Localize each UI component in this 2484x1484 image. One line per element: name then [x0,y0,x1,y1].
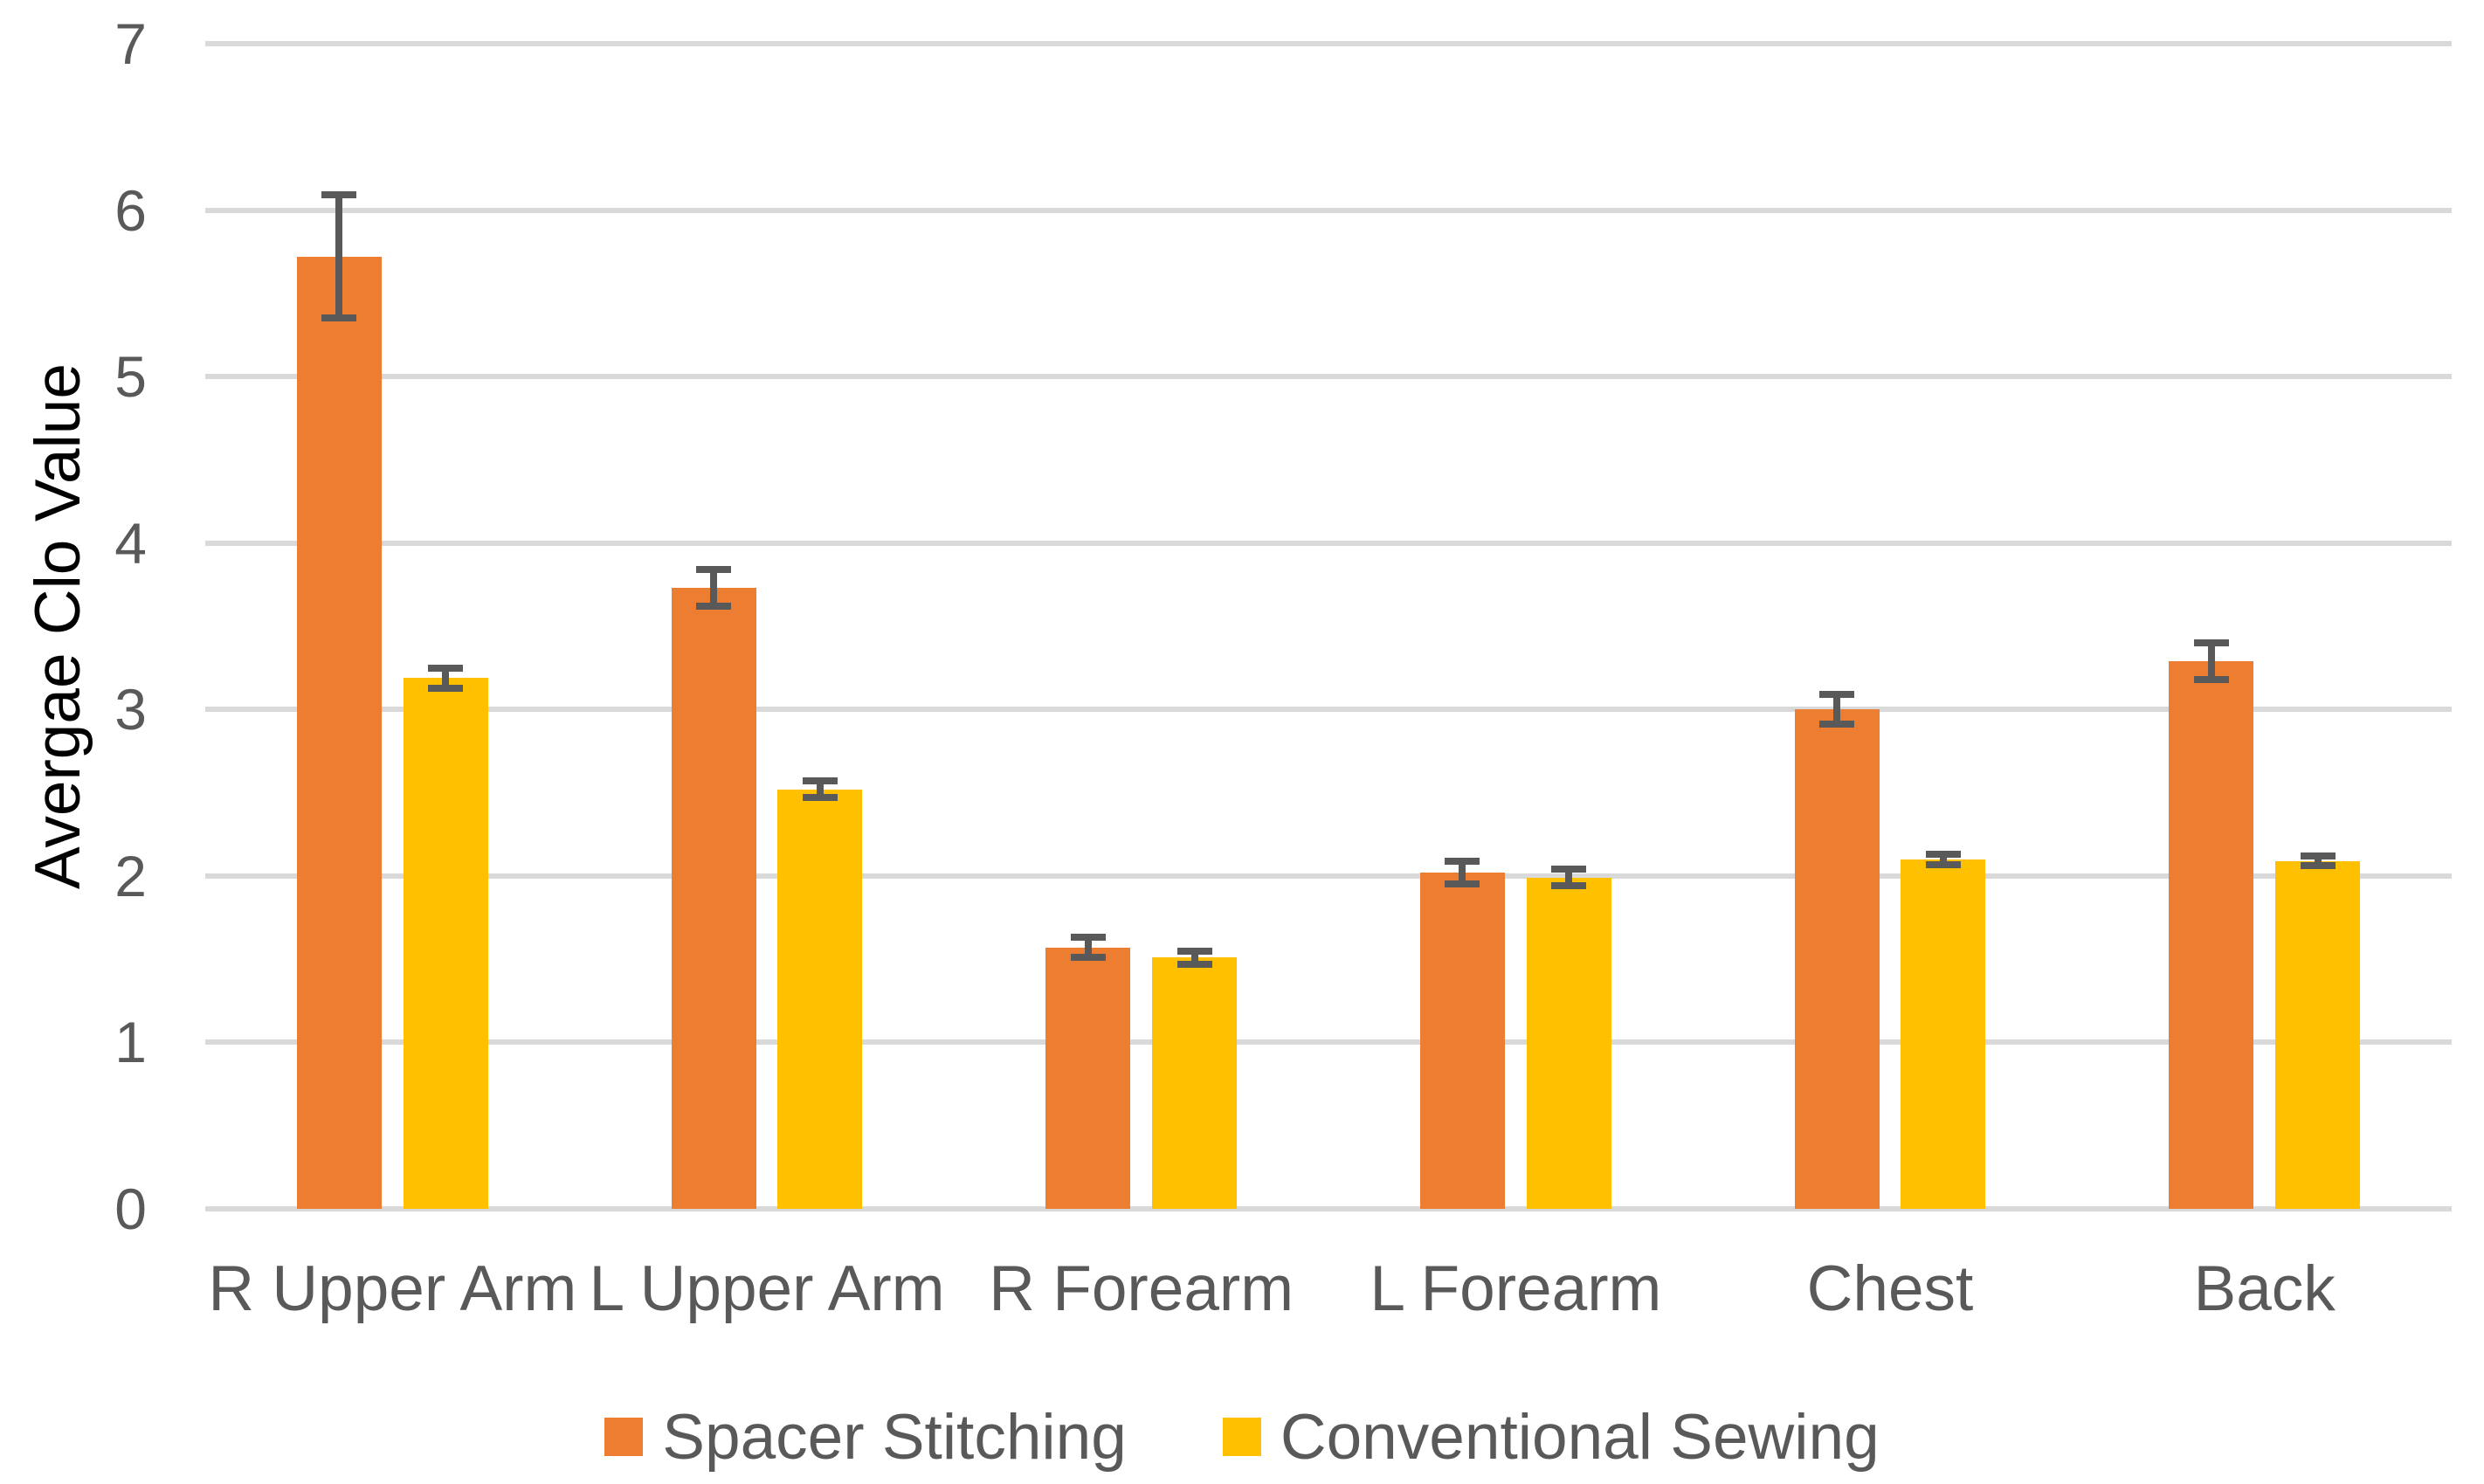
y-tick-label: 6 [114,177,147,243]
bar-spacer-stitching-l-upper-arm [671,588,756,1209]
legend-label: Conventional Sewing [1280,1401,1880,1473]
legend-swatch-icon [1222,1418,1261,1456]
error-bar [2314,855,2322,866]
error-bar-cap [1070,954,1106,962]
bar-spacer-stitching-chest [1794,709,1880,1209]
error-bar-cap [802,777,838,785]
error-bar [335,195,343,319]
error-bar [816,781,824,798]
error-bar-cap [1551,882,1587,890]
y-tick-label: 1 [114,1010,147,1075]
bar-conventional-sewing-r-forearm [1152,957,1238,1209]
x-axis-label: Chest [1806,1253,1974,1324]
bar-conventional-sewing-l-forearm [1526,877,1611,1209]
legend-item-spacer-stitching: Spacer Stitching [604,1401,1127,1474]
legend: Spacer Stitching Conventional Sewing [0,1398,2484,1475]
legend-label: Spacer Stitching [662,1401,1127,1473]
bar-spacer-stitching-l-forearm [1419,873,1505,1209]
error-bar [1084,937,1092,958]
gridline [205,1206,2452,1211]
gridline [205,41,2452,46]
error-bar-cap [1445,857,1480,865]
y-tick-label: 4 [114,510,147,576]
y-axis-title: Avergae Clo Value [23,363,93,889]
x-axis-label: L Forearm [1370,1253,1662,1324]
x-axis-label: R Upper Arm [208,1253,577,1324]
error-bar [1565,869,1573,887]
gridline [205,873,2452,879]
error-bar-cap [1551,866,1587,873]
error-bar [1459,860,1466,885]
y-tick-label: 0 [114,1177,147,1241]
error-bar-cap [1070,934,1106,942]
x-axis-label: R Forearm [989,1253,1294,1324]
error-bar-cap [1176,947,1212,955]
error-bar-cap [2193,675,2229,683]
error-bar-cap [428,664,464,672]
error-bar [710,569,718,607]
error-bar-cap [696,566,732,574]
gridline [205,207,2452,213]
error-bar-cap [2300,862,2336,870]
error-bar-cap [1176,960,1212,968]
bar-spacer-stitching-r-forearm [1045,947,1131,1209]
error-bar-cap [321,314,357,322]
error-bar-cap [428,684,464,692]
error-bar-cap [696,603,732,611]
y-tick-label: 2 [114,843,147,908]
bar-conventional-sewing-chest [1901,859,1986,1209]
y-tick-label: 7 [114,11,147,76]
y-tick-label: 3 [114,677,147,742]
gridline [205,540,2452,546]
bar-conventional-sewing-l-upper-arm [777,789,863,1209]
error-bar-cap [1819,721,1855,728]
y-tick-label: 5 [114,344,147,410]
error-bar [2207,643,2215,680]
legend-item-conventional-sewing: Conventional Sewing [1222,1401,1880,1474]
error-bar [442,667,450,688]
error-bar [1939,854,1947,865]
gridline [205,374,2452,380]
error-bar-cap [2300,852,2336,859]
error-bar-cap [321,191,357,199]
error-bar-cap [1925,851,1961,859]
error-bar-cap [802,794,838,802]
legend-swatch-icon [604,1418,644,1456]
error-bar-cap [1819,691,1855,699]
gridline [205,707,2452,713]
bar-conventional-sewing-r-upper-arm [403,678,488,1209]
error-bar-cap [2193,639,2229,647]
bar-spacer-stitching-r-upper-arm [296,256,382,1209]
error-bar-cap [1445,880,1480,888]
bar-spacer-stitching-back [2169,661,2254,1209]
x-axis-label: Back [2193,1253,2336,1324]
error-bar-cap [1925,860,1961,868]
error-bar [1833,694,1841,725]
bar-conventional-sewing-back [2275,860,2361,1209]
x-axis-label: L Upper Arm [589,1253,945,1324]
error-bar [1190,950,1198,964]
gridline [205,1039,2452,1046]
